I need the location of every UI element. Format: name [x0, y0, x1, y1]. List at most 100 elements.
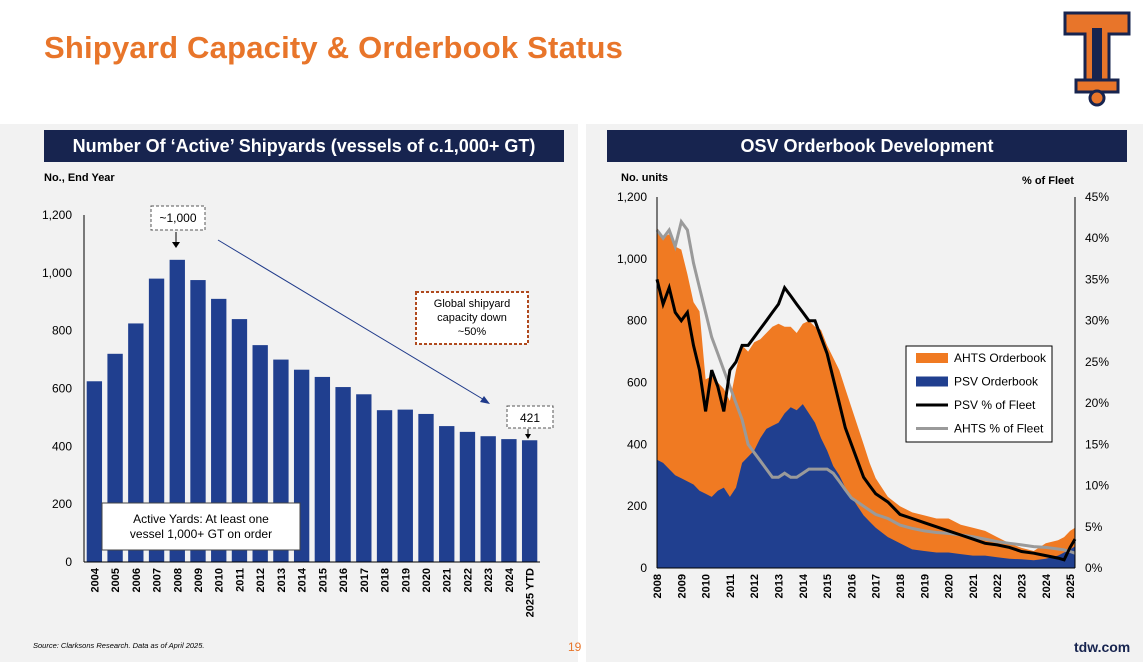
legend-label: AHTS % of Fleet: [954, 422, 1044, 436]
y-tick-label: 1,200: [42, 208, 72, 222]
legend-swatch: [916, 376, 948, 387]
x-tick-label: 2021: [442, 568, 454, 592]
x-tick-label: 2015: [317, 568, 329, 592]
x-tick-label: 2018: [380, 568, 392, 592]
right-tick-label: 30%: [1085, 314, 1109, 328]
right-tick-label: 35%: [1085, 272, 1109, 286]
bar-2024: [501, 439, 517, 562]
y-tick-label: 600: [52, 382, 72, 396]
capacity-down-callout: [415, 291, 529, 345]
x-tick-label: 2008: [172, 568, 184, 592]
x-tick-label: 2007: [152, 568, 164, 592]
x-tick-label: 2011: [234, 568, 246, 592]
y-tick-label: 1,000: [42, 266, 72, 280]
left-tick-label: 0: [640, 561, 647, 575]
x-tick-label: 2023: [1017, 574, 1029, 598]
left-tick-label: 1,200: [617, 190, 647, 204]
x-tick-label: 2020: [421, 568, 433, 592]
x-tick-label: 2019: [919, 574, 931, 598]
bar-2015: [314, 376, 331, 562]
right-right-axis-unit: % of Fleet: [1022, 175, 1074, 187]
bar-2023: [480, 436, 496, 562]
bar-2021: [439, 426, 455, 562]
active-yards-legend-line1: Active Yards: At least one: [133, 512, 269, 526]
x-tick-label: 2010: [214, 568, 226, 592]
right-left-axis-unit: No. units: [621, 172, 669, 184]
active-shipyards-bar-chart: 2004 2005 2006 2007 2008 2009 2010 2011 2012 2013…: [42, 205, 554, 617]
psv-orderbook-area: [657, 404, 1075, 568]
website-link[interactable]: tdw.com: [1074, 639, 1131, 655]
x-tick-label: 2019: [400, 568, 412, 592]
left-tick-label: 200: [627, 499, 647, 513]
bar-2016: [335, 387, 351, 562]
x-tick-label: 2016: [338, 568, 350, 592]
left-tick-label: 600: [627, 376, 647, 390]
legend-label: PSV % of Fleet: [954, 398, 1036, 412]
right-tick-label: 10%: [1085, 479, 1109, 493]
x-tick-label: 2014: [798, 573, 810, 598]
right-tick-label: 15%: [1085, 437, 1109, 451]
bar-2011: [231, 319, 248, 562]
decline-trend-arrowhead: [480, 396, 490, 404]
x-tick-label: 2017: [871, 574, 883, 598]
right-tick-label: 20%: [1085, 396, 1109, 410]
last-value-arrowhead: [525, 434, 531, 439]
x-tick-label: 2008: [652, 574, 664, 598]
x-tick-label: 2009: [676, 574, 688, 598]
peak-callout-box: [150, 205, 206, 231]
bar-2009: [190, 280, 206, 562]
x-tick-label: 2022: [992, 574, 1004, 598]
x-tick-label: 2012: [255, 568, 267, 592]
x-tick-label: 2024: [504, 567, 516, 592]
page-title: Shipyard Capacity & Orderbook Status: [44, 30, 624, 65]
legend-label: AHTS Orderbook: [954, 351, 1047, 365]
left-tick-label: 400: [627, 437, 647, 451]
source-note: Source: Clarksons Research. Data as of A…: [33, 641, 205, 650]
left-tick-label: 800: [627, 314, 647, 328]
y-tick-label: 0: [65, 555, 72, 569]
bar-2018: [376, 410, 393, 562]
x-tick-label: 2009: [193, 568, 205, 592]
right-tick-label: 40%: [1085, 231, 1109, 245]
bar-2007: [148, 278, 165, 562]
x-tick-label: 2020: [944, 574, 956, 598]
x-tick-label: 2015: [822, 574, 834, 598]
right-tick-label: 5%: [1085, 520, 1103, 534]
bar-2017: [356, 394, 372, 562]
x-tick-label: 2006: [131, 568, 143, 592]
x-tick-label: 2016: [846, 574, 858, 598]
bar-2006: [128, 323, 144, 562]
capacity-callout-line1: Global shipyard: [434, 298, 510, 310]
left-unit-label: No., End Year: [44, 172, 115, 184]
x-tick-label: 2013: [774, 574, 786, 598]
right-tick-label: 0%: [1085, 561, 1103, 575]
y-tick-label: 800: [52, 324, 72, 338]
last-value-callout-box: [506, 405, 554, 429]
peak-arrowhead: [172, 242, 180, 248]
tidewater-logo: [1063, 11, 1131, 107]
bar-2004: [86, 381, 103, 562]
legend-swatch: [916, 353, 948, 363]
bar-2025-YTD: [521, 440, 538, 562]
x-tick-label: 2012: [749, 574, 761, 598]
left-tick-label: 1,000: [617, 252, 647, 266]
bar-2008: [169, 259, 185, 562]
x-tick-label: 2004: [89, 567, 101, 592]
x-tick-label: 2022: [462, 568, 474, 592]
x-tick-label: 2025: [1065, 574, 1077, 598]
y-tick-label: 200: [52, 497, 72, 511]
psv-pct-fleet-line: [655, 279, 1077, 562]
capacity-callout-line3: ~50%: [458, 326, 487, 338]
x-tick-label: 2017: [359, 568, 371, 592]
right-tick-label: 45%: [1085, 190, 1109, 204]
x-tick-label: 2024: [1041, 573, 1053, 598]
x-tick-label: 2013: [276, 568, 288, 592]
x-tick-label: 2018: [895, 574, 907, 598]
page-number: 19: [568, 640, 582, 654]
legend-label: PSV Orderbook: [954, 375, 1039, 389]
bar-2010: [211, 298, 227, 562]
peak-callout-label: ~1,000: [159, 211, 196, 225]
left-chart-header: Number Of ‘Active’ Shipyards (vessels of…: [44, 130, 564, 162]
osv-orderbook-chart: 0 200 400 600 800 1,000 1,200 0% 5% 10% 15% 20% 25% 3…: [617, 190, 1109, 598]
decline-trend-arrow: [217, 239, 487, 402]
